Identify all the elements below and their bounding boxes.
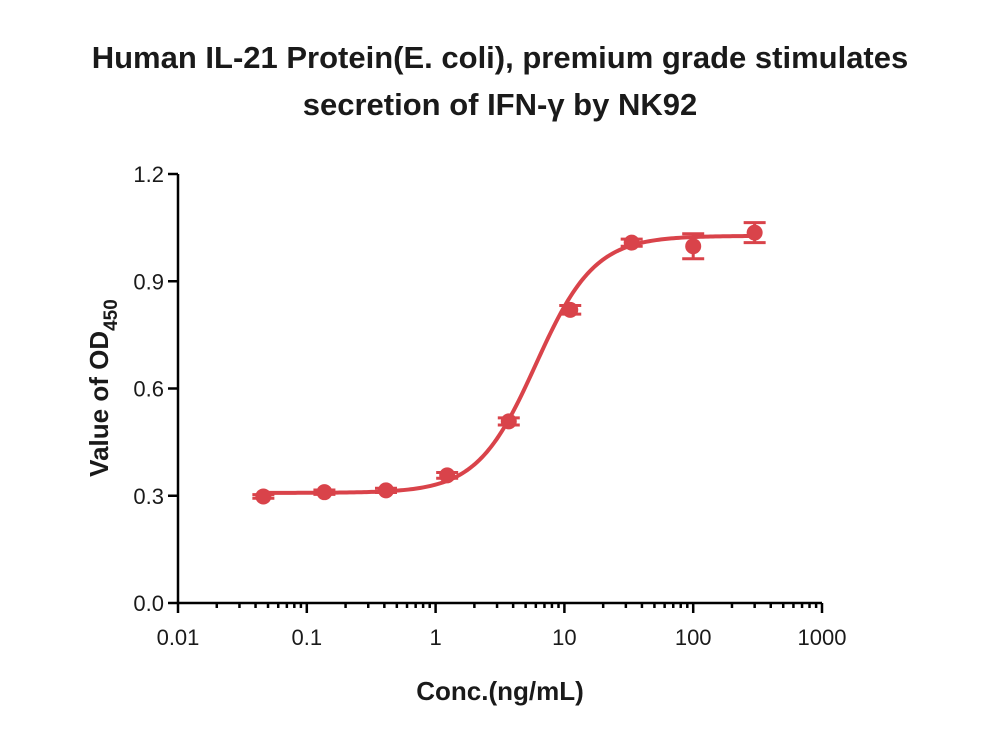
data-point [255, 488, 272, 505]
y-axis: 0.0 0.3 0.6 0.9 1.2 [133, 162, 180, 616]
y-axis-label: Value of OD450 [84, 299, 122, 477]
chart-title-line-2: secretion of IFN-γ by NK92 [303, 87, 697, 122]
data-point [500, 413, 517, 430]
x-tick-label: 1000 [798, 625, 847, 650]
error-bar-layer [252, 221, 766, 500]
y-tick-label: 0.3 [133, 484, 164, 509]
x-tick-label: 0.01 [157, 625, 200, 650]
y-tick-label: 0.0 [133, 591, 164, 616]
x-tick-label: 10 [552, 625, 576, 650]
y-tick-label: 0.9 [133, 269, 164, 294]
fit-curve-layer [263, 234, 755, 495]
fit-curve [263, 234, 755, 495]
x-tick-label: 1 [429, 625, 441, 650]
data-point [746, 224, 763, 241]
data-point [439, 467, 456, 484]
data-point [316, 484, 333, 501]
x-tick-label: 100 [675, 625, 712, 650]
y-axis-label-subscript: 450 [101, 299, 122, 331]
data-point [562, 301, 579, 318]
data-point [685, 238, 702, 255]
data-point-layer [255, 224, 763, 505]
data-point [623, 234, 640, 251]
data-point [377, 482, 394, 499]
x-axis: 0.01 0.1 1 10 100 1000 [157, 601, 847, 650]
y-axis-label-main: Value of OD [84, 331, 114, 477]
y-tick-label: 1.2 [133, 162, 164, 187]
y-tick-label: 0.6 [133, 377, 164, 402]
x-tick-label: 0.1 [292, 625, 323, 650]
x-axis-label: Conc.(ng/mL) [416, 676, 584, 706]
chart-title-line-1: Human IL-21 Protein(E. coli), premium gr… [92, 40, 909, 75]
